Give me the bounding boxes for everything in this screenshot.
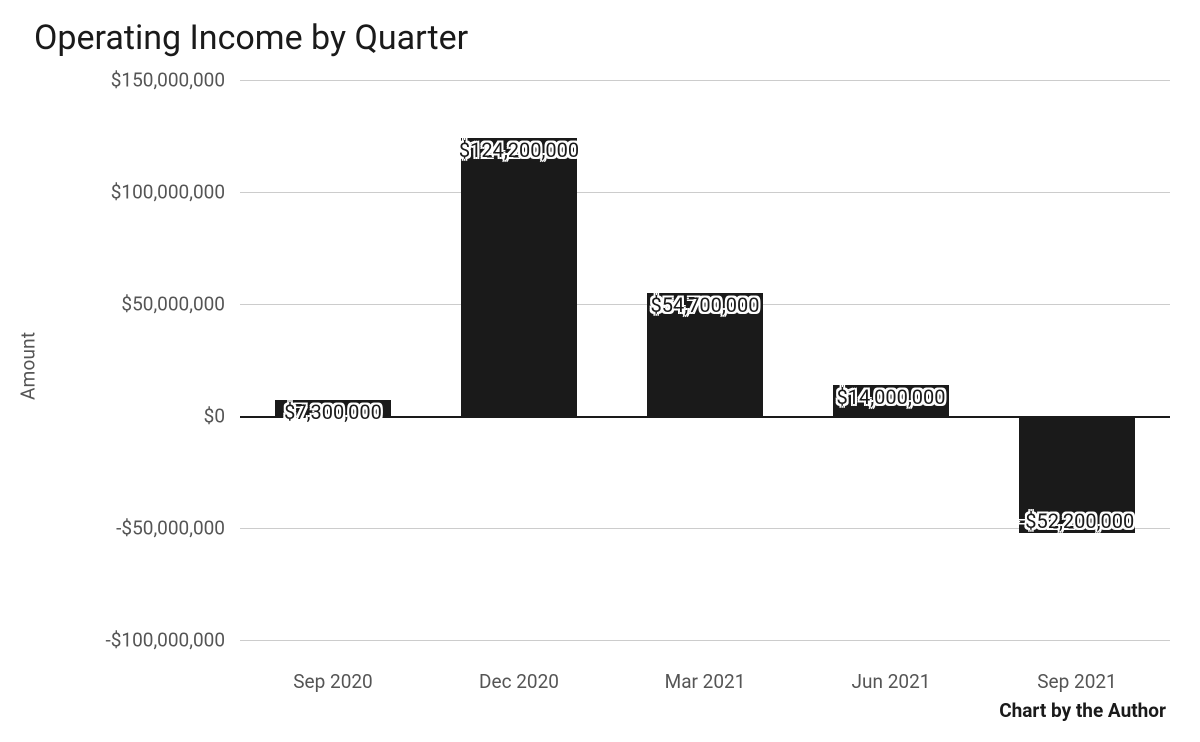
y-tick-label: $0 [65, 405, 225, 428]
bar-value-label: -$52,200,000 [1020, 509, 1135, 533]
x-tick-label: Sep 2021 [1037, 670, 1116, 693]
x-tick-label: Mar 2021 [665, 670, 746, 693]
bar-value-label: $54,700,000 [650, 293, 759, 317]
plot-area: -$100,000,000-$50,000,000$0$50,000,000$1… [240, 80, 1170, 640]
bar-value-label: $124,200,000 [459, 138, 579, 162]
y-tick-label: $100,000,000 [65, 181, 225, 204]
chart-credit: Chart by the Author [999, 699, 1166, 722]
y-tick-label: -$100,000,000 [65, 629, 225, 652]
x-tick-label: Jun 2021 [852, 670, 931, 693]
grid-line [240, 640, 1170, 641]
grid-line [240, 192, 1170, 193]
y-tick-label: $150,000,000 [65, 69, 225, 92]
x-tick-label: Sep 2020 [293, 670, 372, 693]
y-tick-label: -$50,000,000 [65, 517, 225, 540]
x-tick-label: Dec 2020 [479, 670, 559, 693]
grid-line [240, 80, 1170, 81]
bar-value-label: $14,000,000 [836, 385, 945, 409]
y-tick-label: $50,000,000 [65, 293, 225, 316]
chart-title: Operating Income by Quarter [34, 18, 468, 58]
chart-container: Operating Income by Quarter Amount -$100… [0, 0, 1200, 742]
bar [461, 138, 576, 416]
y-axis-label: Amount [17, 332, 40, 400]
bar-value-label: $7,300,000 [284, 400, 382, 424]
